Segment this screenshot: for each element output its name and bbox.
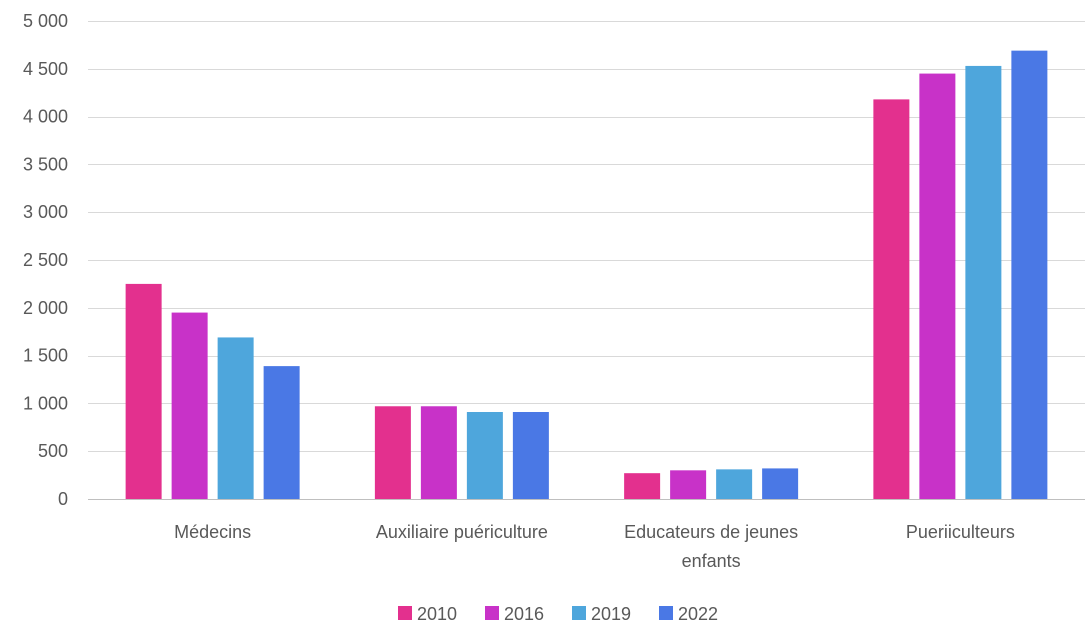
y-tick-label: 500 — [38, 441, 68, 461]
y-tick-label: 3 000 — [23, 202, 68, 222]
bar-2019-3 — [965, 65, 1002, 499]
bar-2016-3 — [919, 73, 956, 499]
legend-label: 2022 — [678, 604, 718, 624]
legend-label: 2019 — [591, 604, 631, 624]
bar-2022-2 — [762, 468, 799, 499]
legend-label: 2010 — [417, 604, 457, 624]
x-category-label: enfants — [682, 551, 741, 571]
bar-2016-2 — [670, 470, 707, 499]
bar-2022-3 — [1011, 50, 1048, 500]
x-category-label: Pueriiculteurs — [906, 522, 1015, 542]
y-tick-label: 4 500 — [23, 59, 68, 79]
bar-2010-0 — [125, 283, 162, 499]
y-tick-label: 5 000 — [23, 11, 68, 31]
bar-2010-2 — [624, 473, 661, 499]
legend-swatch-2019 — [572, 606, 586, 620]
bar-2019-0 — [217, 337, 254, 499]
y-tick-label: 2 000 — [23, 298, 68, 318]
bar-2016-0 — [171, 312, 208, 499]
bar-2010-1 — [374, 406, 411, 499]
bar-2016-1 — [420, 406, 457, 499]
y-tick-label: 2 500 — [23, 250, 68, 270]
y-tick-label: 4 000 — [23, 107, 68, 127]
bar-2022-0 — [263, 366, 300, 499]
x-category-label: Educateurs de jeunes — [624, 522, 798, 542]
y-tick-label: 1 500 — [23, 346, 68, 366]
bar-2022-1 — [512, 412, 549, 499]
x-category-label: Auxiliaire puériculture — [376, 522, 548, 542]
y-tick-label: 1 000 — [23, 393, 68, 413]
legend-swatch-2022 — [659, 606, 673, 620]
x-category-label: Médecins — [174, 522, 251, 542]
bar-2019-2 — [716, 469, 753, 499]
y-tick-label: 3 500 — [23, 154, 68, 174]
bar-2010-3 — [873, 99, 910, 499]
legend: 2010 2016 2019 2022 — [398, 604, 718, 624]
y-tick-label: 0 — [58, 489, 68, 509]
legend-swatch-2016 — [485, 606, 499, 620]
x-axis-category-labels: Médecins Auxiliaire puériculture Educateur… — [174, 522, 1015, 571]
legend-label: 2016 — [504, 604, 544, 624]
grid-layer — [88, 21, 1085, 500]
legend-swatch-2010 — [398, 606, 412, 620]
bar-2019-1 — [466, 412, 503, 499]
y-axis-tick-labels: 0 500 1 000 1 500 2 000 2 500 3 000 3 500 4 000 4… — [23, 11, 68, 509]
bars-layer — [125, 50, 1048, 500]
